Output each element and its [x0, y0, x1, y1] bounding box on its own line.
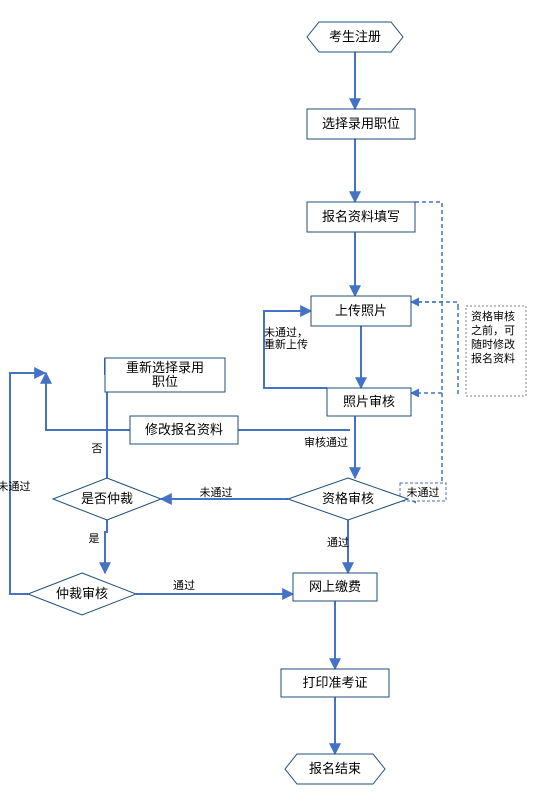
node-label-print: 打印准考证 — [302, 675, 367, 690]
flow-edge — [411, 202, 442, 302]
node-label-select: 选择录用职位 — [322, 116, 400, 131]
flow-edge — [105, 520, 107, 573]
node-label-end: 报名结束 — [309, 761, 361, 776]
node-label-pay: 网上缴费 — [309, 579, 361, 594]
flow-edge — [411, 302, 458, 306]
edge-label: 未通过， — [264, 326, 308, 339]
note-text: 之前，可 — [471, 323, 515, 337]
node-label-fill: 报名资料填写 — [322, 209, 400, 224]
note-text: 报名资料 — [471, 351, 515, 365]
edge-label: 审核通过 — [304, 435, 348, 449]
node-label-upload: 上传照片 — [335, 303, 387, 318]
edge-label: 通过 — [327, 536, 349, 549]
edge-label: 未通过 — [407, 486, 440, 499]
edge-label: 否 — [92, 443, 103, 455]
node-label-start: 考生注册 — [329, 29, 381, 44]
edge-label: 未通过 — [200, 486, 233, 499]
edge-label: 未通过 — [0, 480, 31, 493]
edge-label: 是 — [89, 532, 100, 545]
node-label-arb_q: 是否仲裁 — [81, 491, 133, 506]
edge-label: 通过 — [173, 579, 195, 592]
node-label-modify: 修改报名资料 — [145, 422, 223, 437]
node-label-reselect: 职位 — [152, 374, 178, 389]
note-text: 随时修改 — [471, 337, 515, 351]
edge-label: 重新上传 — [264, 337, 308, 351]
node-label-photo: 照片审核 — [343, 394, 395, 409]
note-text: 资格审核 — [471, 309, 515, 323]
node-label-reselect: 重新选择录用 — [126, 360, 204, 375]
flow-edge — [408, 302, 442, 499]
node-label-qual: 资格审核 — [322, 491, 374, 506]
node-label-arb_r: 仲裁审核 — [56, 586, 108, 601]
